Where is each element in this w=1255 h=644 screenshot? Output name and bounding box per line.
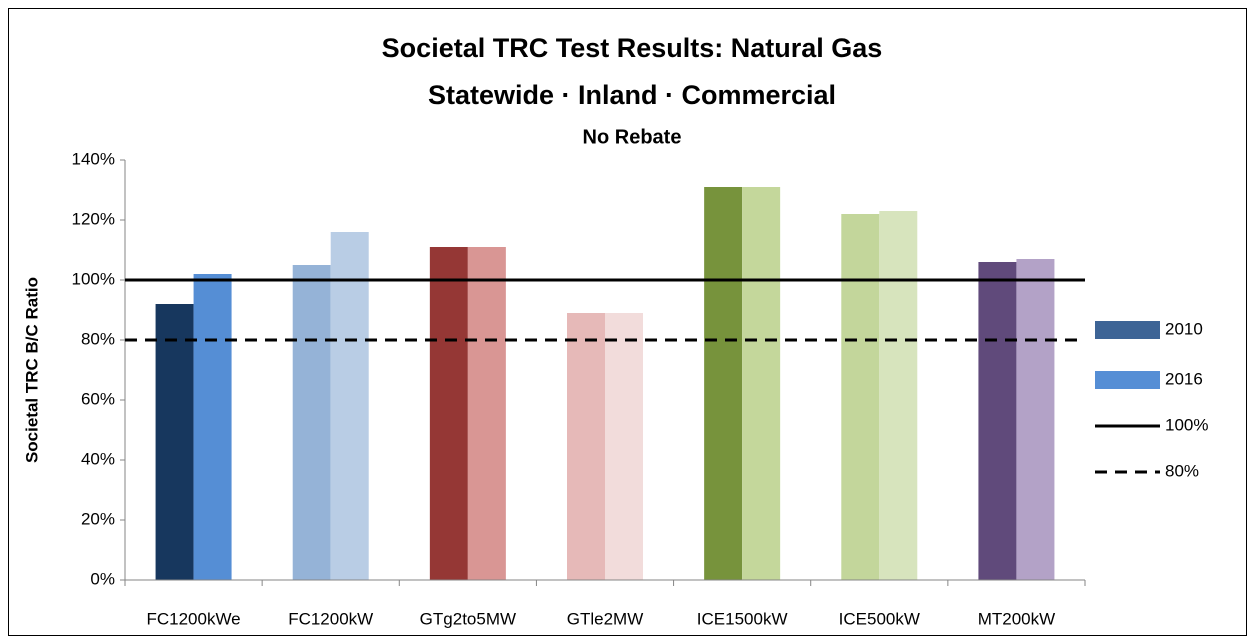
bar	[841, 214, 880, 580]
legend-swatch	[1095, 371, 1160, 389]
y-tick-label: 40%	[81, 449, 115, 468]
x-tick-label: GTg2to5MW	[420, 609, 516, 628]
bar	[155, 304, 194, 580]
y-tick-label: 80%	[81, 329, 115, 348]
chart-subtitle: Statewide · Inland · Commercial	[428, 80, 836, 110]
bar	[879, 211, 918, 580]
y-tick-label: 60%	[81, 389, 115, 408]
legend-label: 100%	[1165, 415, 1208, 434]
x-tick-label: GTle2MW	[567, 609, 644, 628]
x-tick-label: FC1200kWe	[146, 609, 240, 628]
bar	[330, 232, 369, 580]
x-tick-label: MT200kW	[978, 609, 1055, 628]
y-tick-label: 20%	[81, 509, 115, 528]
legend-label: 2010	[1165, 319, 1203, 338]
bar	[429, 247, 468, 580]
y-axis-label: Societal TRC B/C Ratio	[22, 277, 41, 463]
legend-swatch	[1095, 321, 1160, 339]
bar	[978, 262, 1017, 580]
x-tick-label: ICE500kW	[839, 609, 920, 628]
bar	[193, 274, 232, 580]
bar	[1016, 259, 1055, 580]
y-tick-label: 0%	[90, 569, 115, 588]
y-tick-label: 100%	[72, 269, 115, 288]
bar	[605, 313, 643, 580]
legend-label: 2016	[1165, 369, 1203, 388]
bar	[467, 247, 506, 580]
y-tick-label: 140%	[72, 149, 115, 168]
y-tick-label: 120%	[72, 209, 115, 228]
legend-label: 80%	[1165, 461, 1199, 480]
chart-subtitle-2: No Rebate	[583, 126, 682, 148]
chart-title: Societal TRC Test Results: Natural Gas	[382, 33, 883, 63]
x-tick-label: ICE1500kW	[697, 609, 788, 628]
bar	[292, 265, 331, 580]
bar	[704, 187, 743, 580]
bar	[567, 313, 605, 580]
bar	[742, 187, 781, 580]
x-tick-label: FC1200kW	[288, 609, 373, 628]
